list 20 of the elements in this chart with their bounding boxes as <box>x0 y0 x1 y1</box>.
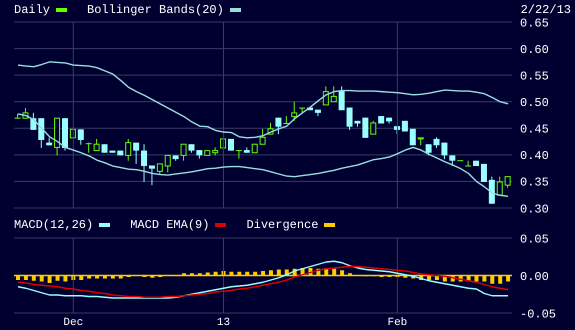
x-tick-label: 13 <box>216 316 230 329</box>
y-tick-label: 0.60 <box>520 42 549 57</box>
y-tick-label: 0.45 <box>520 122 549 137</box>
x-tick-label: Dec <box>63 316 84 329</box>
y-tick-label: -0.05 <box>520 307 556 322</box>
y-tick-label: 0.05 <box>520 232 549 246</box>
y-tick-label: 0.40 <box>520 149 549 164</box>
legend-label: Daily <box>14 3 50 17</box>
legend-label: Divergence <box>246 218 318 232</box>
x-tick-label: Feb <box>387 316 408 329</box>
y-tick-label: 0.65 <box>520 16 549 30</box>
legend-label: MACD(12,26) <box>14 218 94 232</box>
text: 2/22/13 <box>520 3 571 17</box>
y-tick-label: 0.55 <box>520 69 549 84</box>
legend-label: Bollinger Bands(20) <box>87 3 224 17</box>
y-tick-label: 0.50 <box>520 96 549 110</box>
y-tick-label: 0.00 <box>520 270 549 284</box>
y-tick-label: 0.35 <box>520 176 549 190</box>
y-tick-label: 0.30 <box>520 202 549 216</box>
legend-label: MACD EMA(9) <box>130 218 210 232</box>
